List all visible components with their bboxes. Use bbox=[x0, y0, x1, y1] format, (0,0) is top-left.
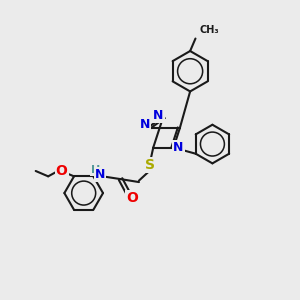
Text: CH₃: CH₃ bbox=[199, 25, 219, 35]
Text: N: N bbox=[153, 109, 164, 122]
Text: N: N bbox=[173, 141, 184, 154]
Text: S: S bbox=[145, 158, 155, 172]
Text: N: N bbox=[140, 118, 150, 131]
Text: O: O bbox=[126, 191, 138, 205]
Text: O: O bbox=[56, 164, 68, 178]
Text: H: H bbox=[91, 165, 100, 175]
Text: N: N bbox=[95, 168, 105, 181]
